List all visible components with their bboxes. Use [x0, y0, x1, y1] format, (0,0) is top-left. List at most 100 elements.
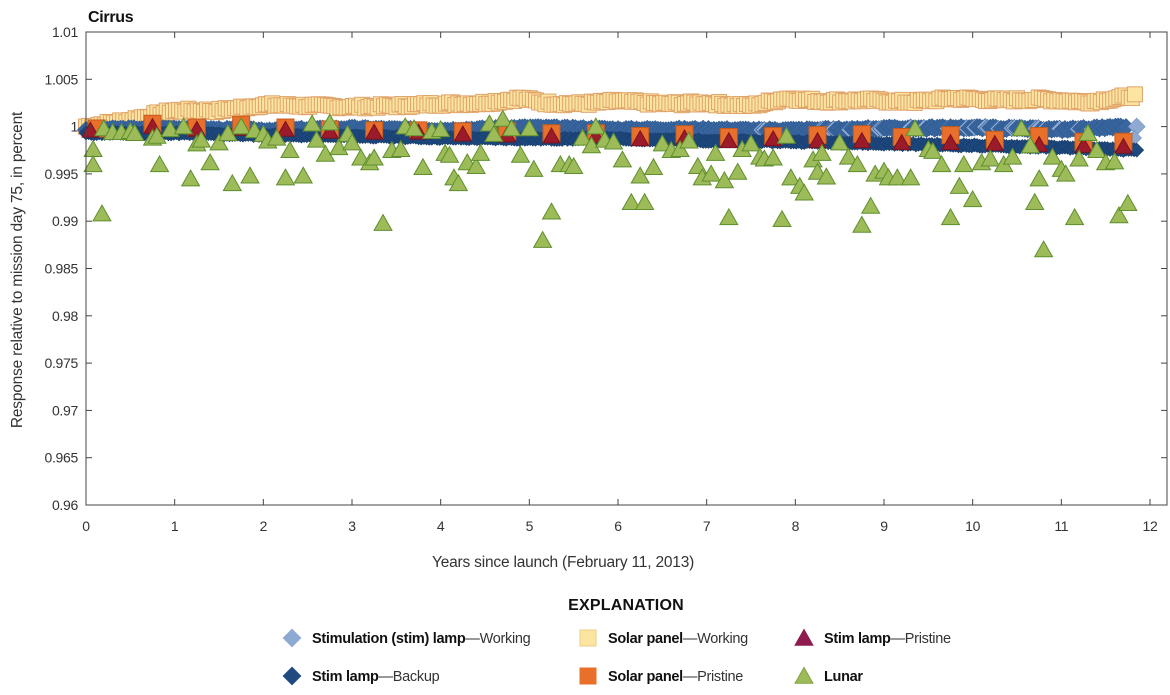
lunar-point: [209, 133, 229, 151]
legend-item-lunar: Lunar: [794, 666, 864, 685]
lunar-point: [302, 114, 322, 132]
lunar-point: [430, 119, 451, 138]
lunar-point: [390, 139, 411, 158]
lunar-point: [448, 173, 469, 192]
stim-pristine-point: [852, 131, 872, 149]
y-axis: 0.96 0.965 0.97 0.975 0.98 0.985 0.99 0.995 1 1.0…: [44, 24, 1167, 513]
legend-item-stim-backup: Stim lamp—Backup: [282, 666, 440, 686]
y-tick-label: 1.005: [44, 71, 78, 87]
lunar-point: [1064, 207, 1085, 226]
y-tick-label: 0.96: [52, 497, 79, 513]
lunar-point: [670, 139, 690, 158]
legend-entries: Stimulation (stim) lamp—Working Solar pan…: [282, 628, 951, 686]
x-tick-label: 10: [965, 518, 980, 534]
lunar-point: [741, 134, 761, 152]
legend-label: Solar panel—Pristine: [608, 669, 743, 685]
lunar-point: [1024, 192, 1045, 211]
stim-pristine-point: [719, 131, 739, 149]
lunar-point: [231, 117, 251, 135]
lunar-point: [510, 145, 531, 163]
lunar-point: [705, 143, 726, 161]
y-tick-label: 0.995: [44, 166, 78, 182]
stim-pristine-point: [1114, 137, 1133, 154]
lunar-point: [470, 143, 491, 161]
lunar-point: [679, 131, 699, 149]
lunar-point: [794, 183, 814, 201]
x-tick-label: 6: [614, 518, 622, 534]
legend-label-rest: —Working: [683, 631, 748, 647]
stim-pristine-point: [763, 129, 783, 147]
y-axis-title: Response relative to mission day 75, in …: [9, 111, 26, 428]
lunar-point: [905, 118, 925, 137]
lunar-point: [581, 136, 602, 154]
legend-label: Solar panel—Working: [608, 631, 748, 647]
lunar-point: [92, 204, 112, 222]
lunar-point: [484, 124, 504, 142]
lunar-point: [439, 145, 460, 163]
lunar-point: [887, 168, 908, 186]
legend-title: EXPLANATION: [568, 597, 684, 614]
lunar-point: [541, 202, 562, 220]
lunar-point: [1055, 164, 1076, 182]
lunar-point: [191, 130, 212, 148]
x-tick-label: 9: [880, 518, 888, 534]
lunar-point: [838, 147, 859, 165]
lunar-point: [1011, 118, 1032, 137]
x-tick-label: 2: [260, 518, 268, 534]
lunar-point: [501, 118, 522, 137]
lunar-point: [266, 128, 287, 146]
lunar-point: [306, 130, 327, 148]
legend-item-solar-pristine: Solar panel—Pristine: [579, 667, 744, 685]
legend-label: Stimulation (stim) lamp—Working: [312, 631, 531, 647]
lunar-point: [492, 109, 513, 127]
lunar-point: [180, 169, 201, 187]
lunar-point: [931, 154, 952, 173]
legend-label: Stim lamp—Backup: [312, 669, 440, 685]
lunar-point: [1069, 149, 1089, 167]
x-axis-title: Years since launch (February 11, 2013): [432, 554, 694, 571]
solar-working-point: [1126, 86, 1143, 103]
x-tick-label: 0: [82, 518, 90, 534]
lunar-point: [1109, 206, 1129, 224]
legend-label-bold: Solar panel: [608, 669, 683, 685]
legend-label-bold: Stim lamp: [824, 631, 891, 647]
lunar-point: [293, 166, 314, 184]
stim-pristine-point: [276, 120, 295, 137]
lunar-point: [1104, 152, 1125, 170]
x-tick-label: 1: [171, 518, 179, 534]
x-axis: 0 1 2 3 4 5 6 7 8 9 10 11 12: [82, 32, 1158, 534]
lunar-point: [816, 167, 837, 185]
y-tick-label: 0.98: [52, 308, 79, 324]
y-tick-label: 1: [71, 119, 79, 135]
lunar-point: [404, 118, 424, 137]
lunar-point: [275, 168, 296, 186]
series-stim-pristine: [81, 117, 1133, 154]
lunar-point: [240, 166, 260, 184]
lunar-point: [586, 117, 606, 135]
series-solar-working: [78, 86, 1143, 136]
series-layer: [77, 86, 1146, 258]
stim-pristine-point: [364, 123, 384, 140]
lunar-point: [328, 137, 349, 156]
legend-item-stim-pristine: Stim lamp—Pristine: [794, 628, 951, 647]
lunar-point: [652, 134, 673, 152]
x-tick-label: 7: [703, 518, 711, 534]
lunar-point: [1118, 193, 1138, 211]
lunar-point: [149, 154, 170, 173]
lunar-point: [727, 162, 748, 180]
legend: EXPLANATION Stimulation (stim) lamp—Work…: [282, 597, 951, 686]
lunar-point: [776, 126, 797, 144]
lunar-point: [763, 148, 783, 166]
lunar-point: [922, 141, 943, 159]
lunar-point: [147, 126, 167, 144]
lunar-point: [829, 133, 850, 151]
legend-label: Stim lamp—Pristine: [824, 631, 951, 647]
lunar-point: [523, 159, 544, 177]
y-tick-label: 0.975: [44, 355, 78, 371]
lunar-point: [962, 189, 983, 208]
lunar-point: [812, 143, 832, 161]
lunar-point: [1087, 140, 1107, 158]
lunar-point: [621, 192, 642, 211]
lunar-point: [519, 118, 540, 137]
x-tick-label: 5: [526, 518, 534, 534]
